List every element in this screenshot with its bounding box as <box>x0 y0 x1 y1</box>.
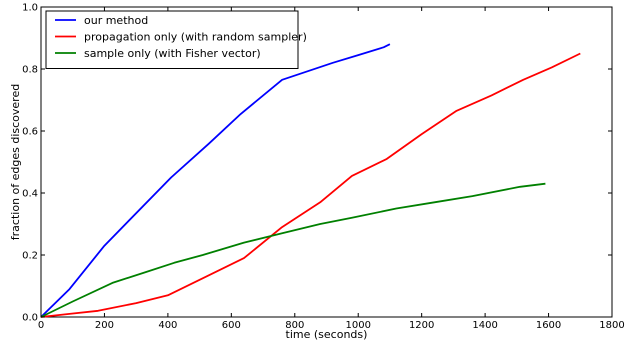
y-tick-label: 0.8 <box>22 65 38 76</box>
legend-entry-label: our method <box>84 14 148 27</box>
x-tick-label: 1200 <box>409 320 434 331</box>
x-tick-label: 1400 <box>472 320 497 331</box>
y-tick-label: 0.4 <box>22 189 38 200</box>
y-tick-label: 0.2 <box>22 251 38 262</box>
legend: our method propagation only (with random … <box>45 10 307 69</box>
legend-entry-label: sample only (with Fisher vector) <box>84 47 261 60</box>
y-tick-label: 1.0 <box>22 3 38 14</box>
x-axis-label: time (seconds) <box>286 328 368 341</box>
x-axis-ticks: 0 200 400 600 800 1000 1200 1400 1600 1800 <box>38 7 625 331</box>
y-tick-label: 0.0 <box>22 313 38 324</box>
y-tick-label: 0.6 <box>22 127 38 138</box>
x-tick-label: 1800 <box>599 320 624 331</box>
x-tick-label: 1600 <box>536 320 561 331</box>
legend-box <box>45 10 299 69</box>
plot-area: 0 200 400 600 800 1000 1200 1400 1600 1800 0.0 0.2… <box>22 3 625 332</box>
x-tick-label: 1000 <box>345 320 370 331</box>
x-tick-label: 800 <box>285 320 304 331</box>
legend-entry-label: propagation only (with random sampler) <box>84 31 307 44</box>
plot-frame <box>40 6 613 318</box>
series-line-3 <box>40 182 546 318</box>
y-axis-ticks: 0.0 0.2 0.4 0.6 0.8 1.0 <box>22 3 612 324</box>
x-tick-label: 0 <box>38 320 44 331</box>
x-tick-label: 600 <box>222 320 241 331</box>
y-axis-label: fraction of edges discovered <box>9 84 22 240</box>
series-line-1 <box>40 43 391 318</box>
x-tick-label: 400 <box>158 320 177 331</box>
x-tick-label: 200 <box>95 320 114 331</box>
series-group <box>40 43 581 318</box>
series-line-2 <box>40 52 581 318</box>
